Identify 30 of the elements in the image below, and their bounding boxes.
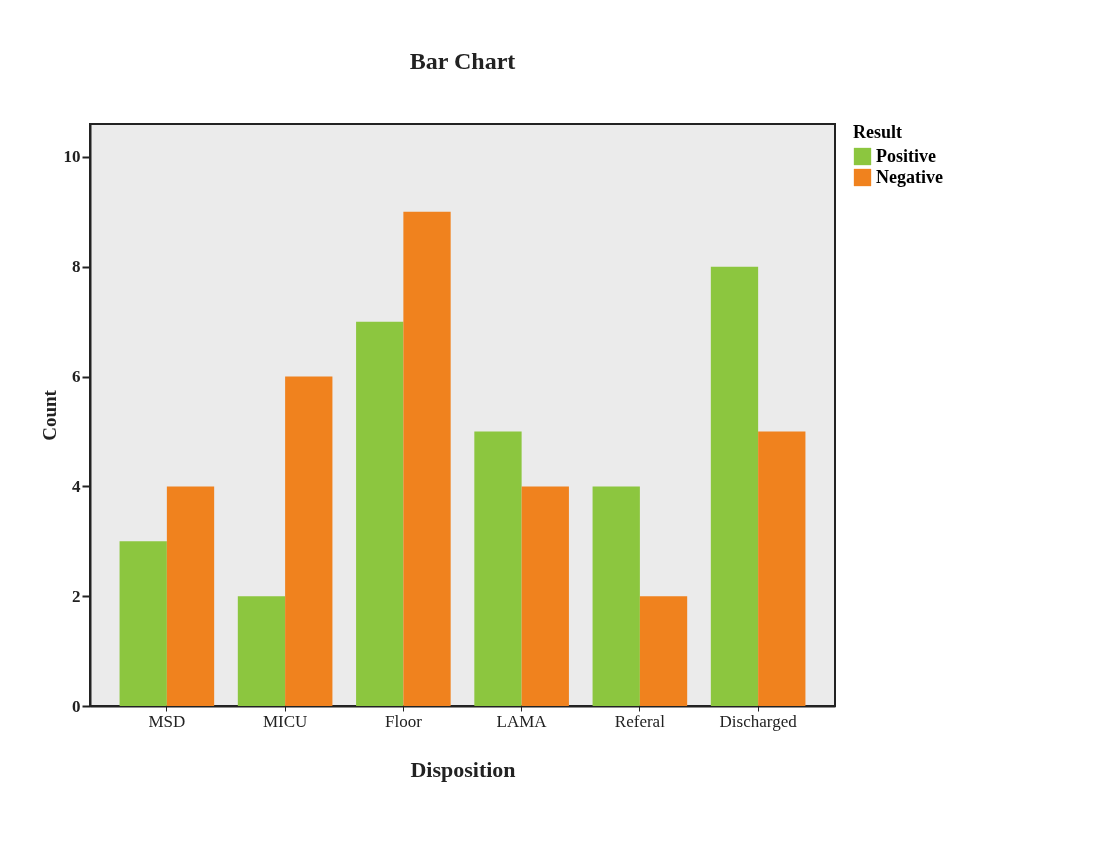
x-tick-label: Floor: [384, 711, 423, 731]
bar: [474, 431, 522, 706]
chart-title: Bar Chart: [409, 48, 516, 74]
x-tick-label: Discharged: [719, 711, 798, 731]
y-tick-label: 4: [72, 476, 81, 496]
x-tick-label: Referal: [614, 711, 666, 731]
x-tick-label: MSD: [148, 711, 186, 731]
x-tick-label: LAMA: [496, 711, 548, 731]
y-tick-label: 8: [72, 257, 81, 277]
bar: [592, 486, 640, 706]
bar: [166, 486, 215, 706]
bar: [521, 486, 569, 706]
bar: [710, 266, 759, 706]
legend-label: Positive: [876, 145, 936, 166]
bar: [356, 321, 404, 706]
legend-title: Result: [853, 122, 902, 142]
bar: [285, 376, 333, 706]
bar: [758, 431, 806, 706]
y-tick-label: 2: [72, 586, 81, 606]
y-tick-label: 10: [63, 147, 81, 167]
bar: [237, 596, 286, 706]
y-tick-label: 6: [72, 367, 81, 387]
bar: [403, 211, 451, 706]
y-tick-label: 0: [72, 696, 81, 716]
bar: [639, 596, 688, 706]
bar: [119, 541, 167, 706]
legend-label: Negative: [876, 166, 943, 187]
x-tick-label: MICU: [262, 711, 308, 731]
x-axis-title: Disposition: [410, 756, 516, 782]
y-axis-title: Count: [38, 389, 60, 441]
